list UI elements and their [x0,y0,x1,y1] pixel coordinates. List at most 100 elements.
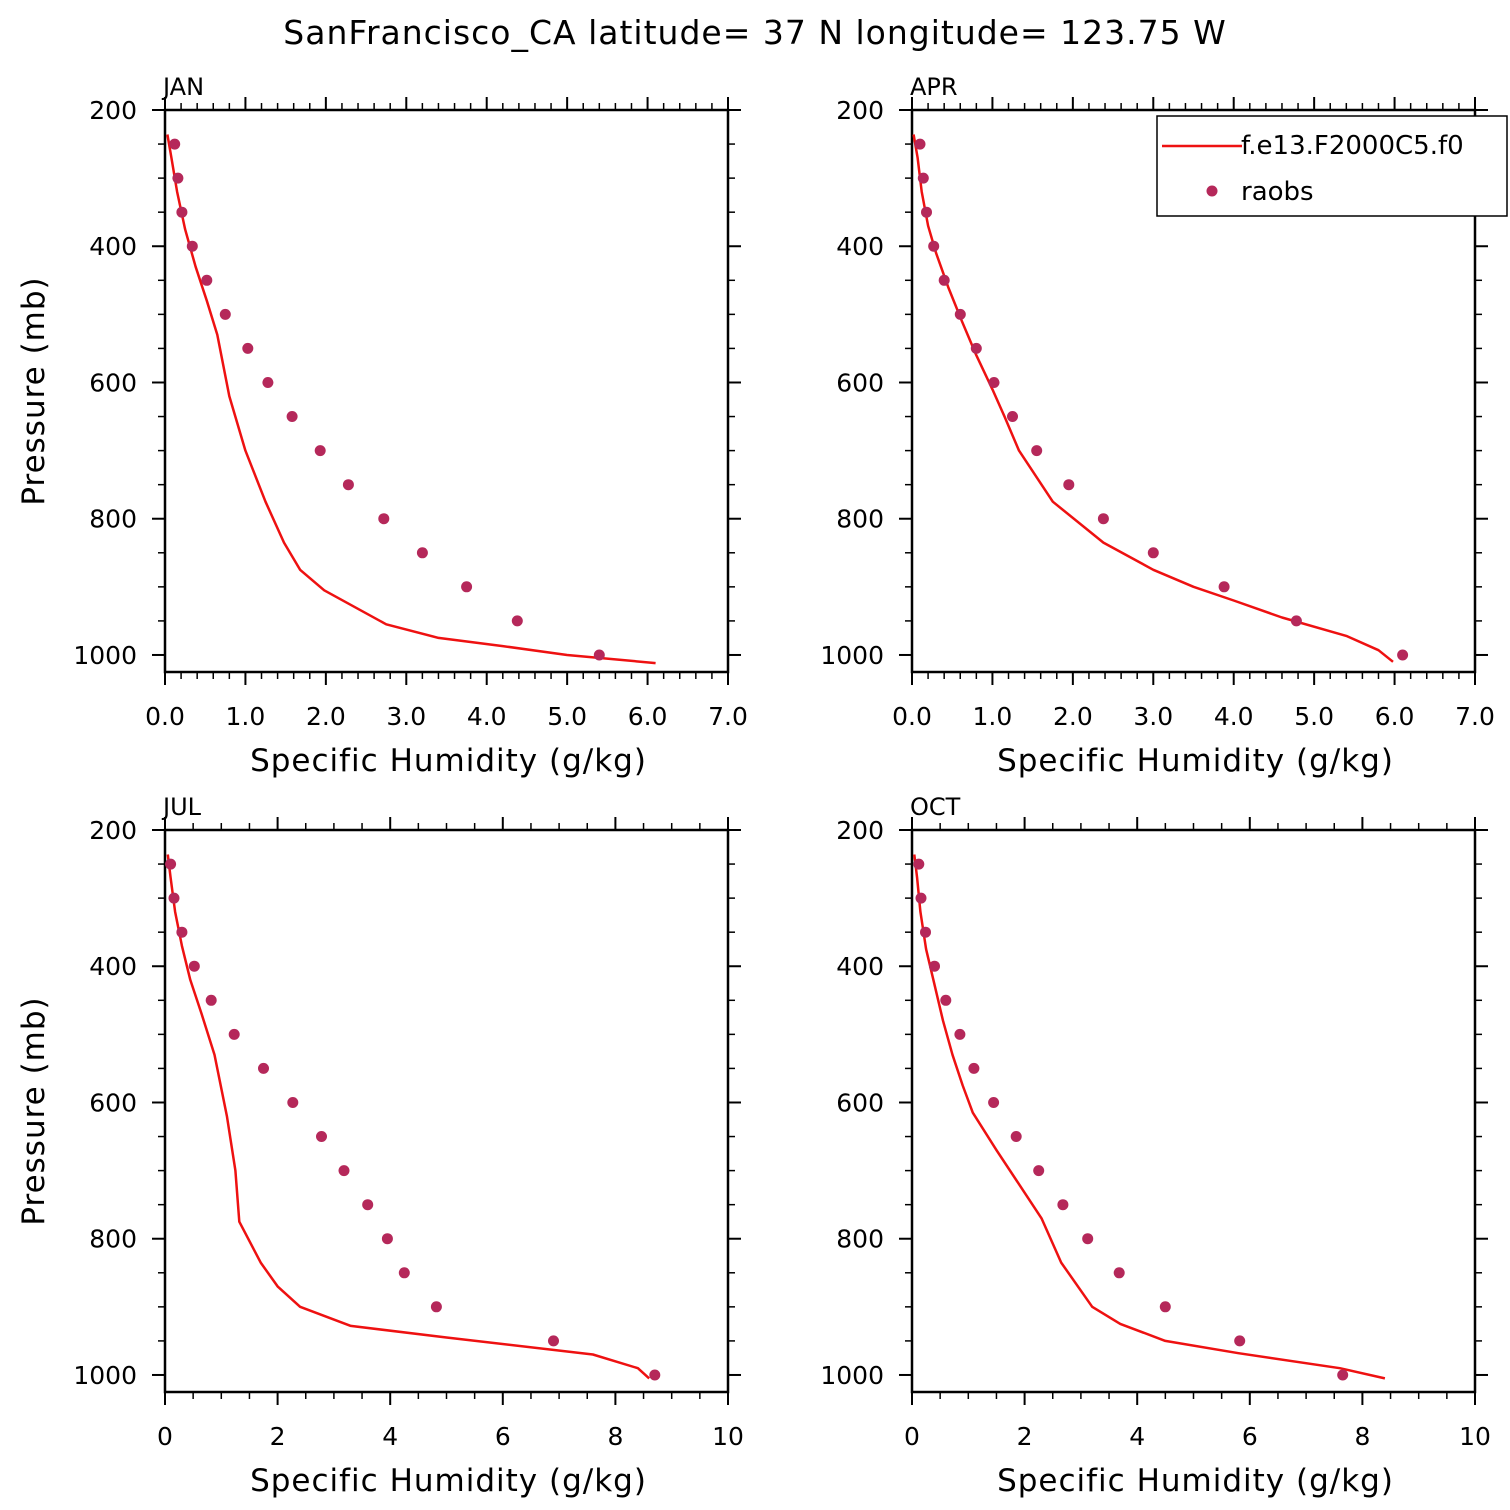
panel-label: JAN [161,73,204,101]
panel-label: APR [910,73,958,101]
raobs-point [176,206,188,218]
y-tick-label: 200 [89,816,137,845]
x-tick-label: 6 [495,1422,511,1451]
raobs-point [1218,581,1230,593]
raobs-point [1063,479,1075,491]
legend-point-swatch [1206,185,1218,197]
raobs-point [988,1097,1000,1108]
y-tick-label: 800 [89,505,137,534]
raobs-point [593,649,605,661]
raobs-point [1033,1165,1045,1177]
raobs-point [416,547,428,559]
raobs-point [1290,615,1302,627]
x-tick-label: 0.0 [892,702,932,731]
raobs-point [262,377,274,388]
raobs-point [314,445,326,457]
x-tick-label: 4.0 [1214,702,1254,731]
x-tick-label: 6 [1242,1422,1258,1451]
raobs-point [188,960,200,972]
y-tick-label: 1000 [820,641,884,670]
raobs-point [258,1062,269,1074]
x-tick-label: 2 [270,1422,286,1451]
raobs-point [928,240,940,252]
panel-apr: APR 0.0 1.0 2.0 3.0 4.0 5.0 6.0 7.0 200 400 600 800 1… [820,73,1495,779]
plot-frame [910,108,1477,674]
x-tick-label: 7.0 [708,702,748,731]
raobs-point [913,858,925,870]
x-tick-label: 2.0 [306,702,346,731]
x-tick-label: 1.0 [973,702,1013,731]
x-tick-label: 10 [1459,1422,1491,1451]
x-tick-label: 3.0 [1133,702,1173,731]
x-tick-label: 0.0 [145,702,185,731]
y-tick-label: 200 [836,96,884,125]
y-tick-label: 600 [836,1088,884,1117]
raobs-point [1007,411,1018,422]
raobs-point [1159,1301,1171,1313]
raobs-point [940,994,952,1006]
y-tick-label: 1000 [73,641,137,670]
y-tick-label: 400 [89,232,137,261]
raobs-point [917,172,929,184]
legend-box [1156,115,1508,217]
x-tick-label: 8 [1354,1422,1370,1451]
series-group [166,134,656,665]
raobs-point [172,172,184,184]
chart-title: SanFrancisco_CA latitude= 37 N longitude… [283,13,1226,52]
raobs-point [1057,1199,1069,1211]
panel-jan: JAN 0.0 1.0 2.0 3.0 4.0 5.0 6.0 7.0 200 400 600 800 1… [16,73,748,779]
series-group [913,854,1386,1381]
x-axis-label: Specific Humidity (g/kg) [997,743,1394,779]
raobs-point [186,240,198,252]
raobs-point [1397,649,1409,661]
y-tick-label: 600 [836,368,884,397]
raobs-point [1147,547,1159,559]
panel-oct: OCT 0 2 4 6 8 10 200 400 600 800 1000 Specific Humid… [820,793,1491,1499]
panel-label: JUL [161,793,202,821]
y-tick-label: 800 [836,505,884,534]
raobs-point [954,1028,966,1040]
raobs-point [968,1062,980,1074]
raobs-point [286,411,298,422]
raobs-point [430,1301,442,1313]
raobs-point [228,1028,240,1040]
plot-frame [163,828,730,1394]
x-tick-label: 0 [904,1422,920,1451]
raobs-point [938,274,950,286]
y-tick-label: 800 [836,1225,884,1254]
raobs-point [398,1267,410,1279]
y-tick-label: 600 [89,368,137,397]
raobs-point [1337,1369,1349,1381]
raobs-point [176,926,188,938]
legend-model-label: f.e13.F2000C5.f0 [1241,131,1464,161]
x-tick-label: 3.0 [386,702,426,731]
x-tick-label: 8 [607,1422,623,1451]
raobs-point [548,1335,559,1347]
raobs-point [929,960,940,972]
x-tick-label: 5.0 [547,702,587,731]
raobs-point [1113,1267,1125,1279]
raobs-point [342,479,354,491]
model-line [166,134,656,665]
raobs-point [988,377,1000,388]
raobs-point [287,1097,299,1108]
x-tick-label: 4.0 [467,702,507,731]
x-axis-label: Specific Humidity (g/kg) [250,1463,647,1499]
panel-label: OCT [910,793,961,821]
raobs-point [1082,1233,1094,1245]
raobs-point [915,892,927,904]
raobs-point [970,342,982,354]
x-tick-label: 7.0 [1455,702,1495,731]
raobs-point [920,926,931,938]
raobs-point [201,274,213,286]
y-tick-label: 1000 [73,1361,137,1390]
legend: f.e13.F2000C5.f0 raobs [1156,115,1508,217]
y-axis-label: Pressure (mb) [16,996,52,1225]
y-tick-label: 1000 [820,1361,884,1390]
series-group [165,854,661,1381]
x-axis-label: Specific Humidity (g/kg) [997,1463,1394,1499]
raobs-point [1097,513,1109,525]
x-axis-label: Specific Humidity (g/kg) [250,743,647,779]
raobs-point [461,581,473,593]
